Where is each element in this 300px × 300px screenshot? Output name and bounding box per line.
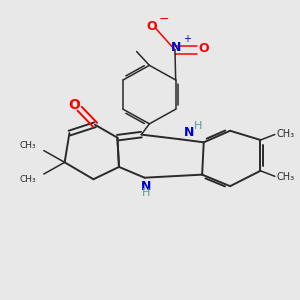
Text: H: H [142,188,150,198]
Text: N: N [170,41,181,54]
Text: CH₃: CH₃ [20,141,37,150]
Text: CH₃: CH₃ [20,175,37,184]
Text: CH₃: CH₃ [277,172,295,182]
Text: O: O [198,42,209,55]
Text: −: − [158,13,169,26]
Text: O: O [68,98,80,112]
Text: N: N [184,126,194,139]
Text: N: N [141,180,152,193]
Text: CH₃: CH₃ [277,129,295,139]
Text: +: + [183,34,191,44]
Text: H: H [194,121,202,131]
Text: O: O [147,20,157,33]
